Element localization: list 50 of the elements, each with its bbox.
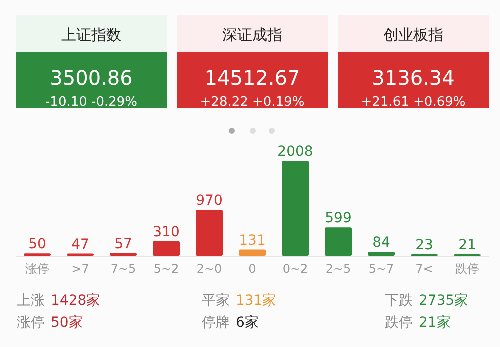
data-label: 131	[239, 232, 266, 249]
bar	[325, 228, 352, 256]
x-tick-label: 5~2	[154, 262, 180, 276]
bar	[282, 161, 309, 256]
data-label: 21	[458, 238, 476, 254]
text: 跌停	[385, 315, 413, 331]
bar	[196, 210, 223, 256]
x-tick-label: 跌停	[456, 262, 480, 276]
data-label: 970	[196, 193, 223, 210]
text: 深证成指	[222, 26, 282, 44]
bar	[239, 250, 266, 256]
data-label: 23	[416, 238, 434, 254]
text: 上涨	[17, 293, 45, 309]
data-label: 84	[372, 235, 390, 252]
text: 下跌	[385, 293, 413, 309]
x-tick-label: 5~7	[368, 262, 394, 276]
text: 3136.34	[372, 66, 455, 90]
text: 涨停	[17, 315, 45, 331]
x-tick-label: 7<	[416, 262, 434, 276]
bar	[110, 253, 137, 256]
bar	[368, 252, 395, 256]
text: +21.61 +0.69%	[361, 95, 466, 110]
text: 14512.67	[204, 66, 300, 90]
text: 平家	[202, 293, 230, 309]
text: 3500.86	[50, 66, 133, 90]
x-tick-label: 2~0	[196, 262, 222, 276]
text: 上证指数	[62, 26, 122, 44]
x-tick-label: 0	[248, 262, 256, 276]
x-tick-label: 0~2	[282, 262, 308, 276]
data-label: 47	[72, 236, 90, 253]
text: 2735家	[419, 293, 469, 309]
data-label: 50	[28, 236, 46, 253]
text: 21家	[419, 315, 451, 331]
text: 1428家	[51, 293, 101, 309]
x-tick-label: 2~5	[326, 262, 352, 276]
x-tick-label: 7~5	[110, 262, 136, 276]
data-label: 2008	[278, 144, 314, 160]
text: +28.22 +0.19%	[200, 95, 305, 110]
text: -10.10 -0.29%	[45, 95, 138, 110]
text: 创业板指	[384, 26, 444, 44]
x-tick-label: 涨停	[26, 262, 50, 276]
data-label: 599	[325, 210, 352, 227]
data-label: 57	[114, 236, 132, 252]
text: 6家	[236, 315, 259, 331]
text: 131家	[236, 293, 277, 309]
data-label: 310	[153, 224, 180, 240]
x-tick-label: >7	[72, 262, 90, 276]
bar	[153, 241, 180, 256]
text: 停牌	[202, 315, 230, 331]
text: 50家	[51, 315, 83, 331]
